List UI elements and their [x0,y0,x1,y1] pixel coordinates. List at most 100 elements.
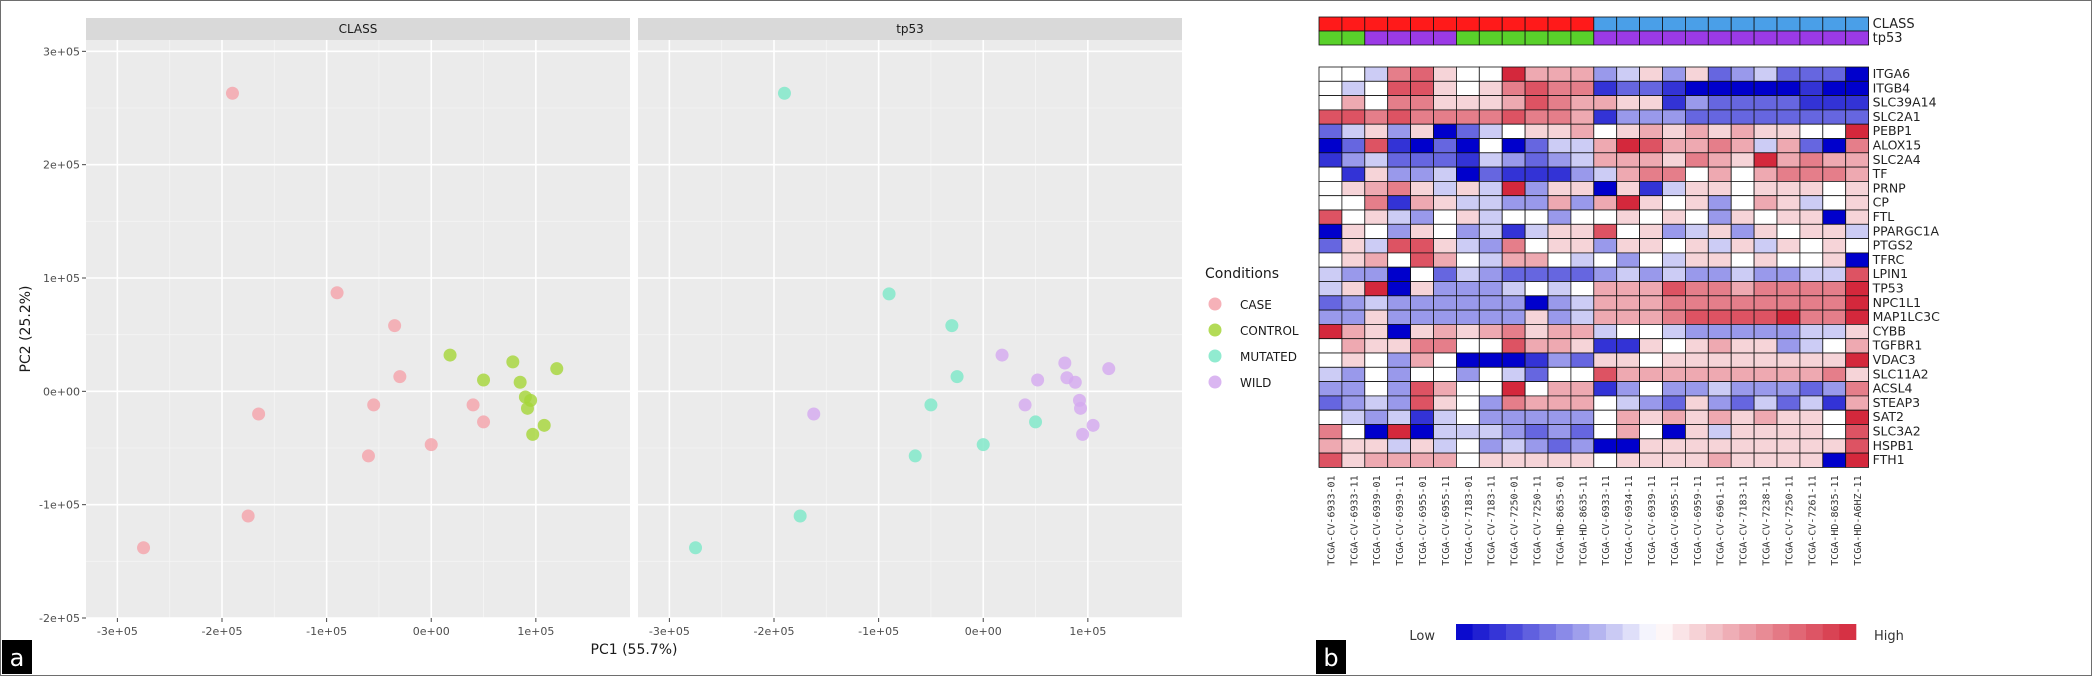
heatmap-cell [1662,123,1686,139]
heatmap-cell [1639,295,1663,311]
heatmap-cell [1547,338,1572,354]
heatmap-cell [1570,424,1595,440]
y-tick-label: 1e+05 [43,272,80,285]
heatmap-cell [1753,195,1778,211]
annotation-cell-tp53 [1364,30,1389,46]
heatmap-cell [1433,281,1457,297]
heatmap-cell [1547,323,1572,340]
heatmap-cell [1570,152,1595,168]
heatmap-cell [1478,109,1503,125]
x-axis-label: PC1 (55.7%) [591,642,678,658]
heatmap-cell [1501,395,1526,411]
heatmap-cell [1593,152,1618,168]
heatmap-cell [1433,138,1457,154]
heatmap-cell [1364,238,1389,254]
heatmap-cell [1639,281,1663,297]
column-label: TCGA-HD-8635-11 [1830,475,1841,565]
heatmap-cell [1524,80,1549,97]
legend-label-wild: WILD [1240,376,1271,390]
annotation-cell-class [1364,16,1389,32]
heatmap-cell [1478,80,1503,97]
color-key-swatch [1806,624,1823,640]
heatmap-cell [1822,338,1847,354]
heatmap-cell [1501,366,1526,382]
heatmap-cell [1822,295,1847,311]
heatmap-cell [1570,138,1595,154]
heatmap-cell [1616,123,1640,139]
heatmap-cell [1364,381,1389,397]
heatmap-cell [1753,366,1778,382]
data-point-control [513,375,527,389]
heatmap-cell [1318,295,1343,311]
heatmap-cell [1616,452,1640,468]
heatmap-cell [1616,309,1640,325]
heatmap-cell [1524,452,1549,468]
heatmap-cell [1822,281,1847,297]
annotation-cell-tp53 [1799,30,1824,46]
heatmap-cell [1616,266,1640,282]
heatmap-cell [1822,409,1847,425]
annotation-cell-tp53 [1707,30,1732,46]
heatmap-cell [1822,266,1847,282]
heatmap-cell [1341,152,1366,168]
heatmap-cell [1478,195,1503,211]
heatmap-cell [1341,66,1366,82]
heatmap-cell [1501,323,1526,340]
column-label: TCGA-CV-6939-11 [1395,475,1406,565]
column-label: TCGA-CV-6933-11 [1349,475,1360,565]
heatmap-cell [1845,152,1869,168]
heatmap-cell [1662,424,1686,440]
heatmap-cell [1685,266,1709,282]
heatmap-cell [1662,80,1686,97]
heatmap-cell [1341,366,1366,382]
heatmap-cell [1822,138,1847,154]
heatmap-cell [1524,352,1549,368]
heatmap-cell [1501,66,1526,82]
heatmap-cell [1593,381,1618,397]
annotation-cell-tp53 [1685,30,1709,46]
row-label: TFRC [1872,252,1905,267]
heatmap-cell [1662,209,1686,225]
heatmap-cell [1341,323,1366,340]
heatmap-cell [1707,409,1732,425]
heatmap-cell [1456,223,1480,240]
heatmap-cell [1639,409,1663,425]
annotation-cell-tp53 [1639,30,1663,46]
heatmap-cell [1639,80,1663,97]
heatmap-cell [1456,438,1480,454]
heatmap-cell [1616,438,1640,454]
heatmap-cell [1410,309,1434,325]
heatmap-cell [1616,352,1640,368]
heatmap-cell [1822,80,1847,97]
heatmap-cell [1547,452,1572,468]
heatmap-cell [1364,309,1389,325]
heatmap-cell [1387,66,1411,82]
heatmap-cell [1707,209,1732,225]
heatmap-cell [1501,209,1526,225]
annotation-cell-class [1707,16,1732,32]
heatmap-cell [1730,80,1755,97]
heatmap-cell [1730,352,1755,368]
heatmap-cell [1341,195,1366,211]
heatmap-cell [1547,66,1572,82]
heatmap-cell [1730,452,1755,468]
column-labels: TCGA-CV-6933-01 TCGA-CV-6933-11 TCGA-CV-69… [1326,475,1864,565]
heatmap-cell [1387,381,1411,397]
y-tick-label: -2e+05 [39,612,80,625]
heatmap-cell [1616,80,1640,97]
heatmap-cell [1364,366,1389,382]
heatmap-cell [1547,109,1572,125]
column-label: TCGA-CV-6933-11 [1601,475,1612,565]
heatmap-cell [1616,180,1640,197]
heatmap-cell [1845,381,1869,397]
heatmap-cell [1364,252,1389,268]
heatmap-cell [1776,209,1801,225]
heatmap-cell [1478,424,1503,440]
heatmap-cell [1318,438,1343,454]
heatmap-cell [1410,223,1434,240]
heatmap-cell [1524,395,1549,411]
heatmap-cell [1456,95,1480,111]
heatmap-cell [1639,166,1663,182]
legend-label-control: CONTROL [1240,324,1299,338]
heatmap-cell [1776,66,1801,82]
